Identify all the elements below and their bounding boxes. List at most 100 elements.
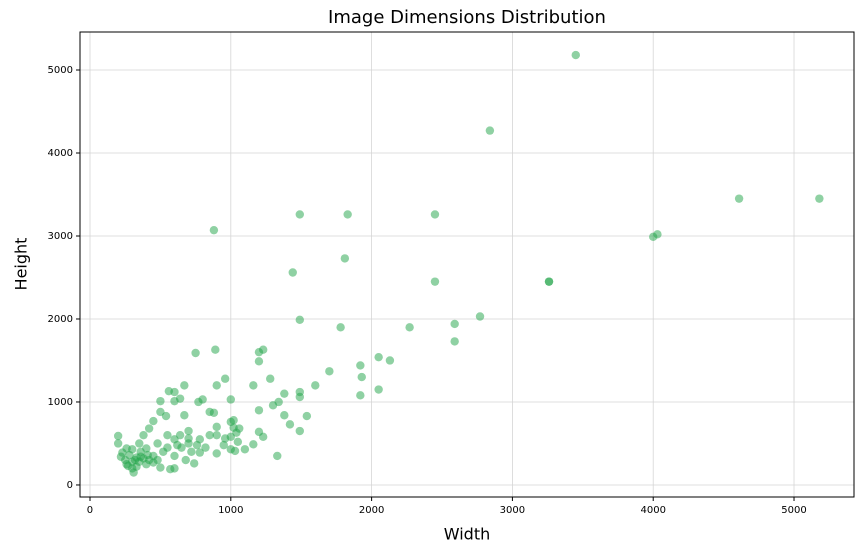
point [173, 440, 182, 450]
point [201, 443, 210, 452]
axes-frame [79, 31, 855, 498]
point [249, 440, 258, 449]
point [212, 422, 221, 432]
point [205, 407, 214, 417]
point [475, 312, 485, 321]
point [211, 345, 220, 354]
point [122, 444, 131, 453]
point [161, 411, 171, 421]
point [219, 440, 228, 450]
point [212, 449, 221, 458]
point [280, 389, 289, 398]
point [156, 463, 165, 472]
marks [113, 50, 824, 477]
point [164, 386, 174, 396]
point [280, 411, 289, 420]
point [135, 439, 144, 448]
point [544, 277, 554, 286]
point [175, 394, 185, 403]
point [295, 210, 304, 219]
point [166, 464, 175, 474]
point [153, 439, 162, 448]
point [226, 395, 236, 404]
point [340, 254, 350, 263]
point [356, 361, 365, 370]
point [653, 230, 662, 239]
point [295, 426, 304, 436]
chart-title: Image Dimensions Distribution [328, 7, 606, 28]
point [212, 381, 221, 390]
point [192, 440, 202, 450]
point [139, 430, 148, 440]
point [336, 323, 345, 332]
point [198, 395, 207, 404]
point [485, 126, 495, 135]
point [311, 381, 320, 390]
point [295, 392, 304, 402]
x-axis-label: Width [444, 525, 490, 544]
y-tick-label: 5000 [48, 65, 73, 76]
point [450, 337, 459, 346]
point [189, 459, 199, 468]
point [187, 447, 196, 456]
point [274, 397, 283, 407]
point [325, 367, 334, 376]
point [254, 347, 264, 357]
point [258, 432, 268, 442]
point [195, 448, 205, 457]
grid [80, 32, 854, 497]
point [405, 323, 414, 332]
point [343, 210, 352, 219]
point [113, 439, 123, 448]
point [170, 451, 179, 461]
y-tick-label: 0 [67, 480, 73, 491]
y-tick-label: 4000 [48, 148, 73, 159]
point [734, 194, 744, 203]
point [430, 210, 440, 219]
point [142, 444, 151, 453]
point [230, 446, 240, 456]
x-tick-label: 2000 [359, 505, 384, 516]
point [285, 420, 295, 429]
point [450, 319, 459, 329]
point [220, 374, 230, 383]
point [144, 424, 154, 433]
point [184, 426, 193, 436]
point [357, 372, 366, 382]
point [180, 381, 189, 390]
point [254, 406, 264, 415]
point [374, 385, 383, 394]
x-tick-label: 4000 [640, 505, 665, 516]
point [156, 396, 165, 406]
point [163, 430, 172, 440]
point [184, 434, 193, 443]
point [385, 356, 395, 365]
point [430, 277, 440, 286]
y-axis-label: Height [12, 238, 31, 291]
point [205, 430, 214, 440]
x-tick-label: 5000 [781, 505, 806, 516]
point [149, 416, 158, 426]
point [374, 352, 383, 362]
point [143, 450, 152, 460]
point [209, 225, 219, 235]
point [356, 391, 365, 400]
point [229, 416, 238, 425]
point [815, 194, 824, 203]
x-tick-label: 1000 [218, 505, 243, 516]
plot-area [80, 32, 854, 497]
point [163, 443, 172, 452]
point [113, 431, 123, 441]
point [233, 437, 243, 447]
point [212, 430, 221, 440]
x-tick-label: 3000 [500, 505, 525, 516]
y-tick-label: 2000 [48, 314, 73, 325]
point [288, 268, 297, 277]
y-tick-label: 1000 [48, 397, 73, 408]
point [273, 451, 282, 461]
point [249, 381, 258, 390]
point [254, 357, 264, 366]
point [302, 411, 312, 421]
y-tick-label: 3000 [48, 231, 73, 242]
